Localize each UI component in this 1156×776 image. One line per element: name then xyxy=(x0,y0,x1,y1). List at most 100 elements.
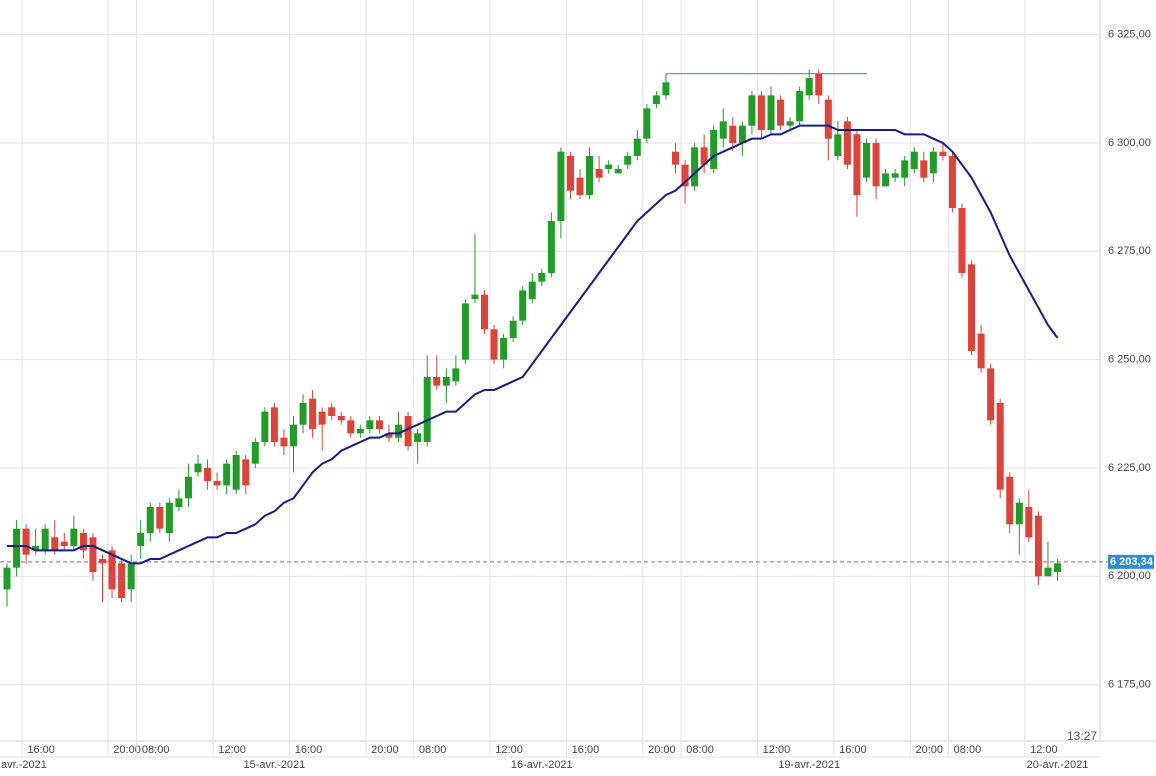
candle-body xyxy=(299,403,307,425)
candle-body xyxy=(882,173,890,187)
candle-body xyxy=(41,528,49,551)
date-label: 15-avr.-2021 xyxy=(244,759,306,771)
candle-body xyxy=(672,151,679,165)
candle-body xyxy=(3,567,11,590)
candle-body xyxy=(290,424,297,447)
candle-body xyxy=(662,82,670,96)
x-tick-label: 12:00 xyxy=(218,744,246,756)
candle-body xyxy=(624,156,632,165)
candle-body xyxy=(643,108,651,139)
x-tick-label: 12:00 xyxy=(1030,744,1058,756)
candle-body xyxy=(223,463,231,486)
candle-body xyxy=(1054,563,1061,572)
candle-body xyxy=(423,377,431,442)
candle-body xyxy=(165,502,173,533)
candle-body xyxy=(51,537,59,551)
y-tick-label: 6 175,00 xyxy=(1108,679,1151,691)
candle-body xyxy=(32,546,40,551)
candle-body xyxy=(815,73,823,96)
candle-body xyxy=(1034,515,1042,577)
candle-body xyxy=(261,411,269,442)
candle-body xyxy=(528,281,536,299)
x-tick-label: 12:00 xyxy=(495,744,523,756)
x-tick-label: 20:00 xyxy=(648,744,676,756)
candle-body xyxy=(442,377,450,386)
candle-body xyxy=(337,416,345,421)
date-label: avr.-2021 xyxy=(1,759,47,771)
candle-body xyxy=(948,156,956,208)
candle-body xyxy=(633,138,641,156)
candle-body xyxy=(89,537,97,572)
candle-body xyxy=(796,91,804,122)
candle-body xyxy=(175,498,183,507)
x-tick-label: 20:00 xyxy=(915,744,943,756)
candle-body xyxy=(977,333,985,369)
candle-body xyxy=(576,177,584,195)
x-tick-label: 08:00 xyxy=(954,744,982,756)
candle-body xyxy=(146,507,154,533)
candle-body xyxy=(461,303,469,360)
candle-body xyxy=(929,151,937,174)
candle-body xyxy=(318,411,326,425)
candle-body xyxy=(347,420,355,434)
x-tick-label: 16:00 xyxy=(839,744,867,756)
candle-body xyxy=(891,173,899,178)
candle-body xyxy=(863,143,870,178)
y-tick-label: 6 225,00 xyxy=(1108,462,1151,474)
candle-body xyxy=(194,463,202,473)
candle-body xyxy=(700,147,708,165)
date-label: 16-avr.-2021 xyxy=(511,759,573,771)
candle-body xyxy=(652,95,660,104)
candle-body xyxy=(786,121,794,126)
candle-body xyxy=(710,130,718,169)
y-tick-label: 6 250,00 xyxy=(1108,354,1151,366)
candle-body xyxy=(586,156,594,195)
candle-body xyxy=(60,541,68,546)
y-tick-label: 6 325,00 xyxy=(1108,29,1151,41)
x-tick-label: 08:00 xyxy=(142,744,170,756)
candle-body xyxy=(757,95,765,130)
candle-body xyxy=(385,433,393,438)
candle-body xyxy=(509,320,517,338)
candle-body xyxy=(22,528,30,555)
candle-body xyxy=(414,433,422,442)
candle-body xyxy=(738,125,746,143)
candle-body xyxy=(681,164,689,187)
candle-body xyxy=(547,221,555,273)
x-tick-label: 20:00 xyxy=(371,744,399,756)
candle-body xyxy=(987,368,995,421)
candle-body xyxy=(156,507,164,529)
candle-body xyxy=(433,377,441,386)
candle-body xyxy=(280,437,288,447)
candle-body xyxy=(920,160,928,178)
candle-body xyxy=(910,151,918,169)
y-tick-label: 6 275,00 xyxy=(1108,245,1151,257)
candle-body xyxy=(834,134,842,156)
x-tick-label: 20:00 xyxy=(113,744,141,756)
x-tick-label: 16:00 xyxy=(572,744,600,756)
candle-body xyxy=(939,151,947,156)
candle-body xyxy=(375,420,383,429)
candle-body xyxy=(13,528,21,568)
candle-body xyxy=(328,407,336,416)
candle-body xyxy=(519,290,527,321)
candle-body xyxy=(605,164,613,169)
date-label: 20-avr.-2021 xyxy=(1027,759,1089,771)
x-tick-label: 16:00 xyxy=(295,744,323,756)
candle-body xyxy=(452,368,460,382)
candle-body xyxy=(79,533,87,551)
candle-body xyxy=(729,125,737,143)
candle-body xyxy=(614,169,622,174)
candle-body xyxy=(691,147,699,187)
candle-body xyxy=(767,95,775,130)
x-tick-label: 12:00 xyxy=(763,744,791,756)
candle-body xyxy=(137,533,145,546)
candle-body xyxy=(204,468,212,481)
candle-body xyxy=(404,416,412,447)
candle-body xyxy=(127,563,135,590)
candle-body xyxy=(251,442,259,464)
last-price-box xyxy=(1108,554,1154,569)
candle-body xyxy=(471,294,479,299)
candle-body xyxy=(595,169,603,178)
